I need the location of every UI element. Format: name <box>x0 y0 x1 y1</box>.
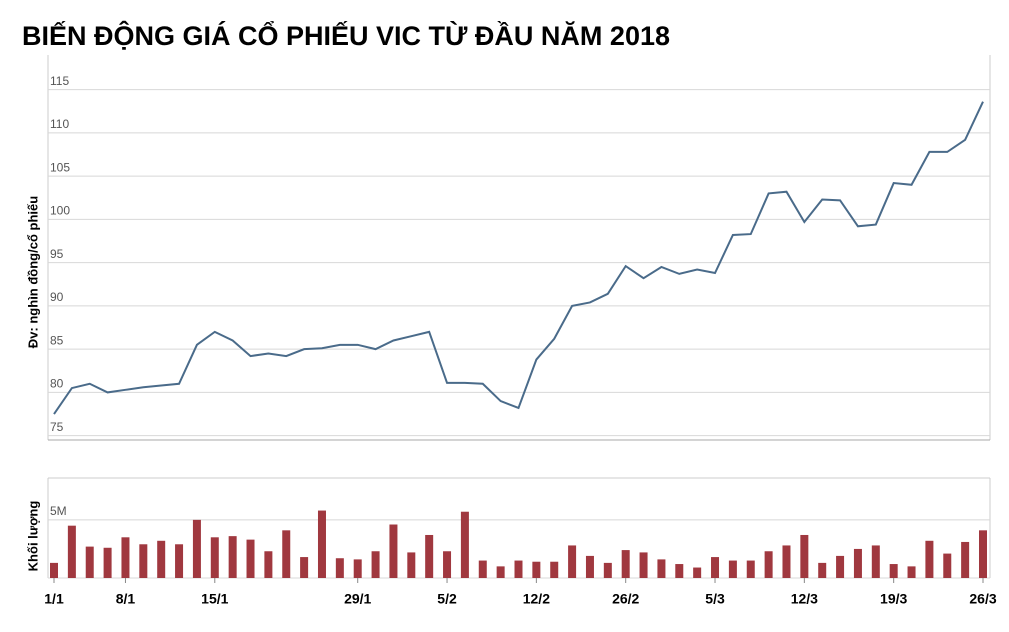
x-tick-label: 26/3 <box>969 591 996 607</box>
y-axis-label: Khối lượng <box>25 501 40 572</box>
bar <box>460 511 469 578</box>
bar <box>818 562 827 578</box>
bar <box>550 561 559 578</box>
y-tick-label: 85 <box>50 333 64 347</box>
bar <box>67 525 76 578</box>
bar <box>728 560 737 578</box>
y-tick-label: 100 <box>50 204 70 218</box>
bar <box>407 552 416 578</box>
x-tick-label: 15/1 <box>201 591 228 607</box>
bar <box>925 540 934 578</box>
bar <box>85 546 94 578</box>
bar <box>639 552 648 578</box>
bar <box>800 534 809 578</box>
bar <box>478 560 487 578</box>
y-tick-label: 80 <box>50 377 64 391</box>
bar <box>711 557 720 578</box>
bar <box>675 564 684 578</box>
y-tick-label: 110 <box>50 117 69 131</box>
bar <box>853 548 862 578</box>
bar <box>246 539 255 578</box>
bar <box>621 550 630 578</box>
bar <box>157 540 166 578</box>
bar <box>657 559 666 578</box>
x-tick-label: 5/2 <box>437 591 457 607</box>
bar <box>693 567 702 578</box>
bar <box>889 564 898 578</box>
x-tick-label: 5/3 <box>705 591 725 607</box>
bar <box>300 557 309 578</box>
y-tick-label: 105 <box>50 160 70 174</box>
bar <box>836 555 845 578</box>
bar <box>585 555 594 578</box>
bar <box>746 560 755 578</box>
y-tick-label: 90 <box>50 290 64 304</box>
bar <box>907 566 916 578</box>
bar <box>317 510 326 578</box>
x-tick-label: 1/1 <box>44 591 64 607</box>
bar <box>603 562 612 578</box>
bar <box>282 530 291 578</box>
x-tick-label: 8/1 <box>116 591 136 607</box>
bar <box>532 561 541 578</box>
bar <box>389 524 398 578</box>
bar <box>764 551 773 578</box>
bar <box>568 545 577 578</box>
y-tick-label: 115 <box>50 74 69 88</box>
bar <box>175 544 184 578</box>
bar <box>50 562 58 578</box>
x-tick-label: 12/3 <box>791 591 818 607</box>
x-tick-label: 29/1 <box>344 591 371 607</box>
bar <box>514 560 523 578</box>
y-tick-label: 5M <box>50 504 67 518</box>
bar <box>871 545 880 578</box>
bar <box>782 545 791 578</box>
bar <box>264 551 273 578</box>
bar <box>139 544 148 578</box>
price-line <box>53 101 984 415</box>
bar <box>103 547 112 578</box>
x-tick-label: 26/2 <box>612 591 639 607</box>
bar <box>425 534 434 578</box>
chart-title: BIẾN ĐỘNG GIÁ CỔ PHIẾU VIC TỪ ĐẦU NĂM 20… <box>22 20 670 51</box>
bar <box>192 519 201 578</box>
bar <box>210 537 219 578</box>
bar <box>979 530 987 578</box>
y-tick-label: 75 <box>50 420 64 434</box>
bar <box>228 536 237 578</box>
y-tick-label: 95 <box>50 247 64 261</box>
bar <box>353 559 362 578</box>
x-tick-label: 12/2 <box>523 591 550 607</box>
x-tick-label: 19/3 <box>880 591 907 607</box>
bar <box>335 558 344 578</box>
y-axis-label: Đv: nghìn đồng/cổ phiếu <box>25 196 40 348</box>
bar <box>371 551 380 578</box>
bar <box>443 551 452 578</box>
bar <box>943 553 952 578</box>
bar <box>496 566 505 578</box>
bar <box>961 541 970 578</box>
bar <box>121 537 130 578</box>
